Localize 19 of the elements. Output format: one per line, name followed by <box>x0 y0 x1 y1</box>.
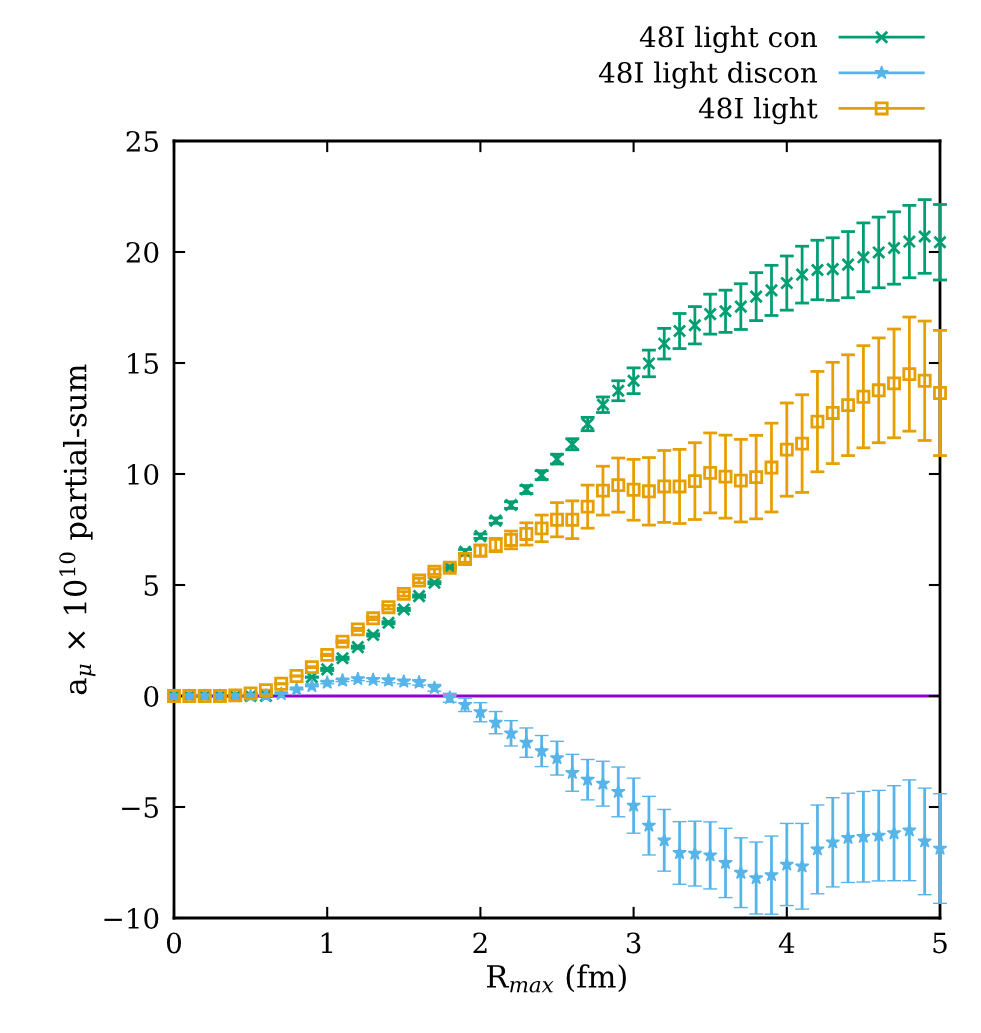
x-tick-label: 1 <box>321 932 333 953</box>
x-axis-title: R$_{max}$ (fm) <box>487 964 626 993</box>
x-tick-label: 0 <box>166 932 181 954</box>
legend-label: 48I light con <box>639 25 818 54</box>
x-tick-label: 4 <box>778 932 795 953</box>
y-tick-label: 10 <box>128 463 159 485</box>
x-tick-label: 2 <box>473 932 487 953</box>
y-tick-label: 25 <box>126 130 158 152</box>
legend-label: 48I light <box>698 97 818 125</box>
y-tick-label: 5 <box>144 575 158 596</box>
y-axis-title: a$_{μ}$ × 10$^{10}$ partial-sum <box>59 364 96 695</box>
y-tick-label: 20 <box>126 241 159 263</box>
y-tick-label: −10 <box>104 907 159 929</box>
x-tick-label: 3 <box>626 932 641 954</box>
y-tick-label: 15 <box>128 352 158 374</box>
x-tick-label: 5 <box>933 932 947 954</box>
legend-label: 48I light discon <box>598 61 818 89</box>
y-tick-label: 0 <box>144 685 159 707</box>
y-tick-label: −5 <box>122 797 158 818</box>
